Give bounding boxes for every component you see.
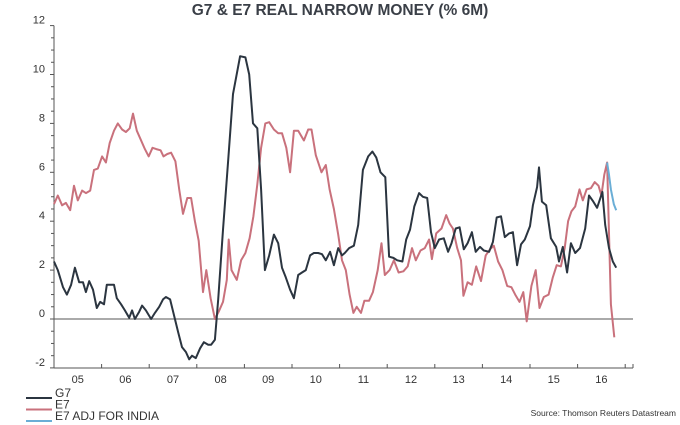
x-tick-label: 08 <box>214 374 226 386</box>
x-tick-label: 11 <box>358 374 369 386</box>
x-tick-label: 05 <box>72 374 84 386</box>
series-line-e7-adj-for-india <box>606 162 618 211</box>
x-axis: 05 06 07 08 09 10 11 12 13 14 15 16 <box>53 364 634 386</box>
legend-label: E7 <box>55 398 70 412</box>
x-tick-label: 09 <box>262 374 274 386</box>
x-tick-label: 06 <box>119 374 131 386</box>
y-tick-label: 10 <box>33 64 45 76</box>
y-tick-label: 4 <box>39 210 45 222</box>
series-line-e7 <box>53 112 616 338</box>
series-layer <box>53 55 618 361</box>
y-axis: -2 0 2 4 6 8 10 12 <box>33 15 633 369</box>
x-tick-label: 14 <box>500 374 512 386</box>
x-tick-label: 10 <box>310 374 322 386</box>
x-tick-label: 12 <box>405 374 417 386</box>
series-line-g7 <box>53 55 618 361</box>
x-tick-label: 07 <box>167 374 179 386</box>
x-tick-label: 15 <box>548 374 560 386</box>
y-tick-label: 12 <box>33 15 45 27</box>
legend-label: G7 <box>55 386 71 400</box>
y-tick-label: 0 <box>39 308 45 320</box>
chart-title: G7 & E7 REAL NARROW MONEY (% 6M) <box>192 2 489 19</box>
y-tick-label: -2 <box>35 357 45 369</box>
y-tick-label: 2 <box>39 259 45 271</box>
y-tick-label: 6 <box>39 161 45 173</box>
legend-label: E7 ADJ FOR INDIA <box>55 409 159 423</box>
x-tick-label: 16 <box>595 374 607 386</box>
source-note: Source: Thomson Reuters Datastream <box>531 408 676 418</box>
x-tick-label: 13 <box>452 374 464 386</box>
y-tick-label: 8 <box>39 112 45 124</box>
